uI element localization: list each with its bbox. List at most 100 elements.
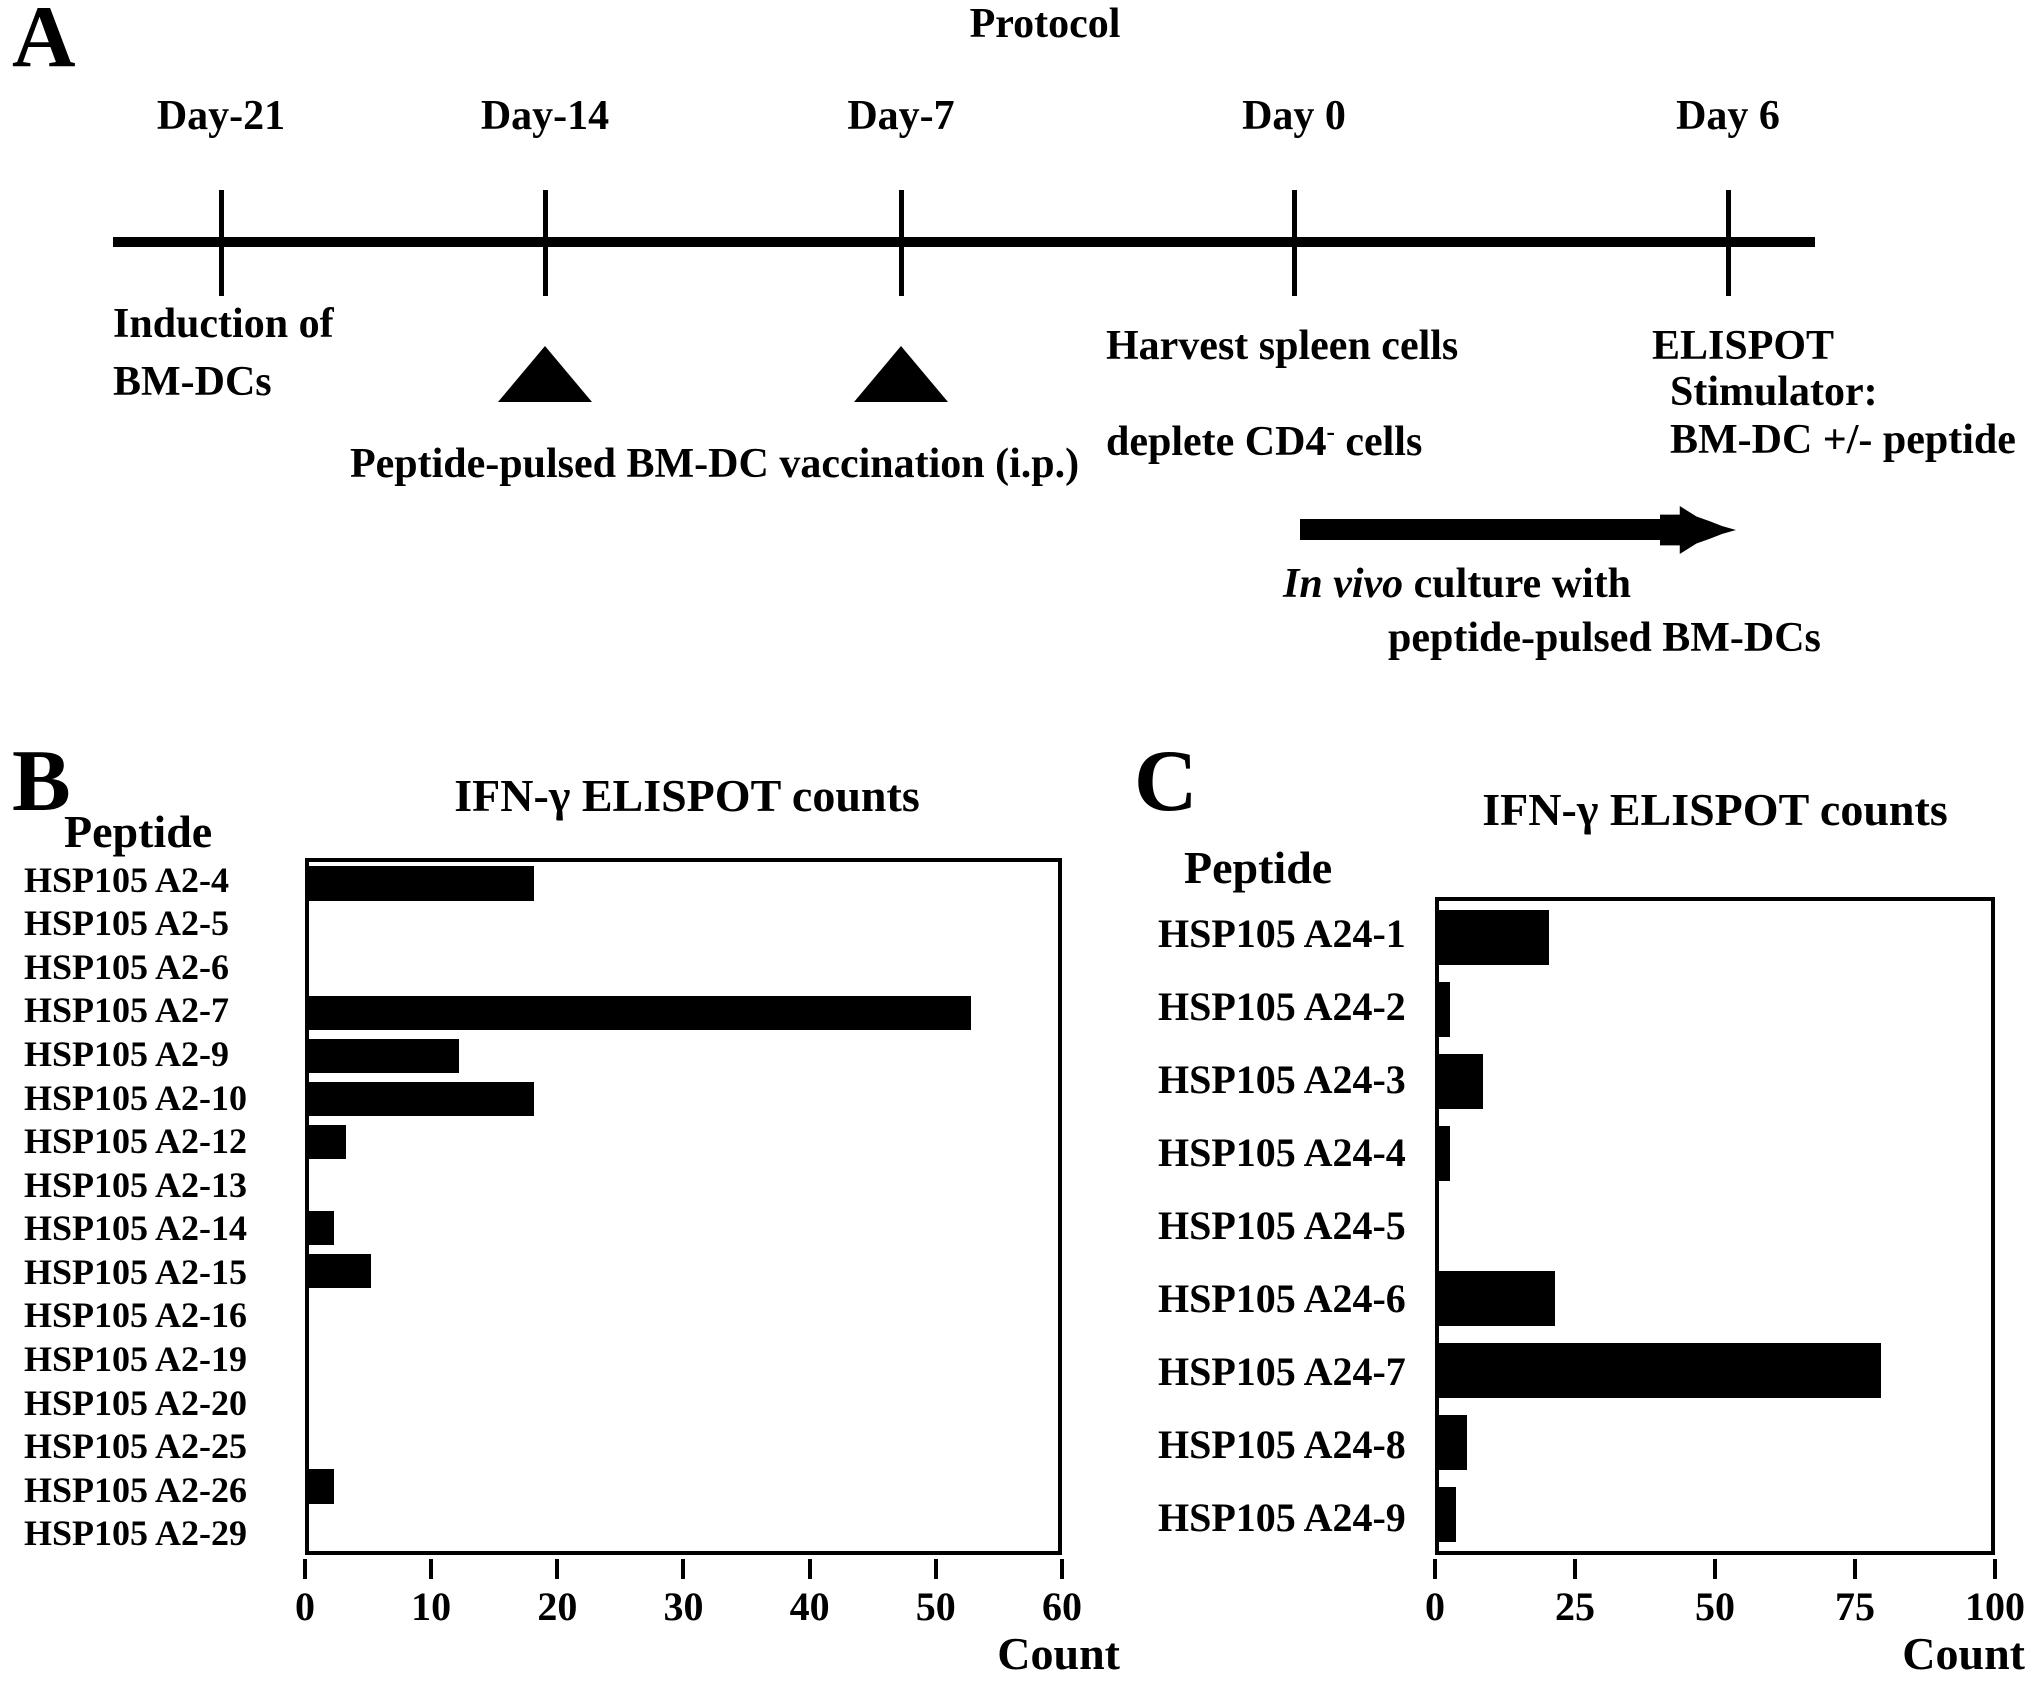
- bar-row: [309, 1077, 1058, 1120]
- panel-c-category-labels: HSP105 A24-1 HSP105 A24-2 HSP105 A24-3 HSP1…: [1158, 897, 1423, 1555]
- tick-mark: [429, 1559, 434, 1579]
- bar-row: [309, 948, 1058, 991]
- tick-label: 60: [1041, 1584, 1082, 1629]
- invivo-culture-arrow-shaft: [1300, 519, 1668, 540]
- panel-c-peptide-header: Peptide: [1184, 842, 1333, 893]
- elispot-count-bar: [1439, 909, 1550, 965]
- elispot-count-bar: [309, 1253, 372, 1289]
- vaccination-triangle-icon: [498, 346, 592, 402]
- bar-row: [1439, 1118, 1991, 1190]
- peptide-row-label: HSP105 A2-10: [24, 1077, 248, 1118]
- bar-row: [1439, 1262, 1991, 1334]
- peptide-row-label: HSP105 A2-14: [24, 1208, 248, 1249]
- stimulator-label-line1: Stimulator:: [1670, 369, 1878, 415]
- day-label-0: Day 0: [1242, 93, 1346, 139]
- day-label-6: Day 6: [1676, 93, 1780, 139]
- elispot-count-bar: [1439, 1054, 1484, 1109]
- peptide-row-label: HSP105 A2-9: [24, 1034, 230, 1075]
- peptide-row-label: HSP105 A2-5: [24, 903, 230, 944]
- bar-row: [309, 1034, 1058, 1077]
- peptide-row-label: HSP105 A24-9: [1158, 1495, 1406, 1541]
- peptide-row-label: HSP105 A24-3: [1158, 1056, 1406, 1102]
- timeline-tick-day-21: [219, 190, 224, 296]
- panel-b-count-axis-label: Count: [997, 1628, 1120, 1679]
- peptide-row-label: HSP105 A24-7: [1158, 1349, 1406, 1395]
- peptide-row-label: HSP105 A24-4: [1158, 1129, 1406, 1175]
- bar-row: [309, 1336, 1058, 1379]
- cd4-minus-superscript: -: [1326, 419, 1335, 446]
- invivo-tail: culture with: [1403, 561, 1632, 607]
- panel-c-plot-area: [1435, 897, 1995, 1555]
- peptide-row-label: HSP105 A2-12: [24, 1121, 248, 1162]
- peptide-row-label: HSP105 A2-7: [24, 990, 230, 1031]
- elispot-count-bar: [309, 1469, 334, 1504]
- peptide-row-label: HSP105 A24-5: [1158, 1202, 1406, 1248]
- peptide-row-label: HSP105 A2-19: [24, 1338, 248, 1379]
- invivo-italic: In vivo: [1283, 561, 1404, 607]
- tick-label: 30: [663, 1584, 704, 1629]
- peptide-row-label: HSP105 A2-20: [24, 1382, 248, 1423]
- panel-c-bars: [1439, 901, 1991, 1551]
- elispot-count-bar: [1439, 1487, 1456, 1543]
- bar-row: [1439, 1407, 1991, 1479]
- tick-mark: [1573, 1559, 1577, 1579]
- timeline-tick-day-7: [899, 190, 904, 296]
- tick-mark: [303, 1559, 307, 1579]
- peptide-row-label: HSP105 A24-1: [1158, 910, 1406, 956]
- peptide-row-label: HSP105 A2-6: [24, 946, 230, 987]
- tick-mark: [681, 1559, 686, 1579]
- peptide-row-label: HSP105 A2-29: [24, 1513, 248, 1554]
- induction-label-line2: BM-DCs: [113, 359, 272, 405]
- tick-label: 40: [789, 1584, 830, 1629]
- elispot-count-bar: [309, 866, 534, 901]
- vaccination-label: Peptide-pulsed BM-DC vaccination (i.p.): [350, 441, 1080, 487]
- bar-row: [1439, 901, 1991, 973]
- peptide-row-label: HSP105 A2-4: [24, 859, 230, 900]
- peptide-row-label: HSP105 A24-2: [1158, 983, 1406, 1029]
- vaccination-triangle-icon: [854, 346, 948, 402]
- peptide-row-label: HSP105 A2-25: [24, 1426, 248, 1467]
- day-label-minus21: Day-21: [156, 93, 286, 139]
- panel-b-plot-area: [305, 858, 1062, 1555]
- peptide-row-label: HSP105 A2-16: [24, 1295, 248, 1336]
- panel-a-letter: A: [12, 0, 76, 86]
- tick-mark: [933, 1559, 938, 1579]
- panel-c-x-axis: 0 25 50 75 100: [1425, 1559, 2025, 1629]
- harvest-label-line1: Harvest spleen cells: [1106, 323, 1459, 369]
- harvest-line2-tail: cells: [1334, 419, 1423, 465]
- bar-row: [309, 991, 1058, 1034]
- timeline-tick-day-0: [1292, 190, 1297, 296]
- bar-row: [309, 1207, 1058, 1250]
- bar-row: [1439, 1334, 1991, 1406]
- panel-c-letter: C: [1134, 733, 1198, 830]
- tick-label: 0: [295, 1584, 315, 1629]
- bar-row: [309, 862, 1058, 905]
- bar-row: [1439, 973, 1991, 1045]
- panel-b-peptide-header: Peptide: [64, 806, 213, 857]
- elispot-count-bar: [309, 1124, 347, 1160]
- tick-mark: [1433, 1559, 1437, 1579]
- panel-b-letter: B: [12, 733, 71, 830]
- bar-row: [309, 1120, 1058, 1163]
- stimulator-label-line2: BM-DC +/- peptide: [1670, 417, 2016, 463]
- tick-label: 25: [1555, 1584, 1595, 1629]
- tick-label: 75: [1835, 1584, 1875, 1629]
- tick-mark: [555, 1559, 560, 1579]
- panel-c-chart-title: IFN-γ ELISPOT counts: [1482, 784, 1948, 835]
- bar-row: [309, 1379, 1058, 1422]
- induction-label-line1: Induction of: [113, 301, 334, 347]
- tick-label: 10: [411, 1584, 452, 1629]
- protocol-title: Protocol: [969, 1, 1121, 47]
- panel-b-x-axis: 0 10 20 30 40 50 60: [295, 1559, 1082, 1629]
- peptide-row-label: HSP105 A2-13: [24, 1164, 248, 1205]
- tick-label: 50: [1695, 1584, 1735, 1629]
- peptide-row-label: HSP105 A2-15: [24, 1251, 248, 1292]
- tick-label: 100: [1965, 1584, 2025, 1629]
- bar-row: [1439, 1190, 1991, 1262]
- elispot-count-bar: [1439, 981, 1451, 1037]
- bar-row: [309, 1508, 1058, 1551]
- elispot-count-bar: [309, 995, 971, 1030]
- panel-b-chart-title: IFN-γ ELISPOT counts: [454, 770, 920, 821]
- harvest-line2-main: deplete CD4: [1106, 419, 1327, 465]
